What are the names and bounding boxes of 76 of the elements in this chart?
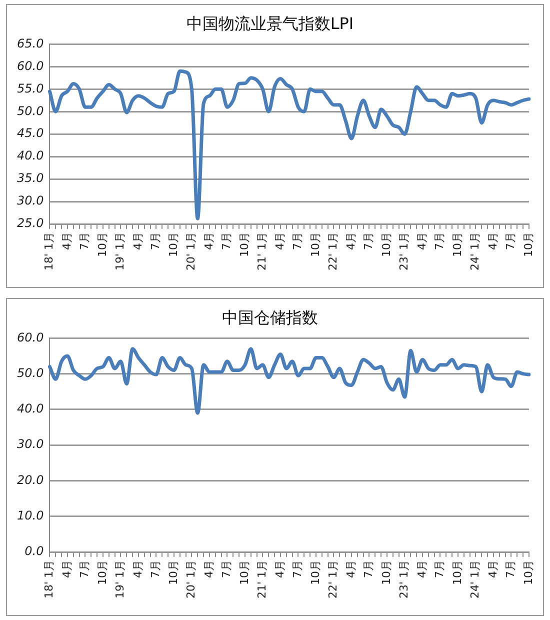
y-tick-label: 50.0 bbox=[17, 366, 44, 380]
x-tick-label: 22' 1月 bbox=[326, 232, 340, 271]
y-tick-label: 40.0 bbox=[17, 402, 44, 416]
y-tick-label: 30.0 bbox=[17, 437, 44, 452]
x-tick-label: 7月 bbox=[433, 560, 446, 578]
x-tick-label: 7月 bbox=[149, 232, 162, 250]
x-tick-label: 4月 bbox=[486, 560, 500, 578]
x-tick-label: 24' 1月 bbox=[468, 560, 482, 599]
x-tick-label: 7月 bbox=[291, 560, 304, 578]
x-tick-label: 10月 bbox=[96, 232, 109, 257]
x-tick-label: 7月 bbox=[504, 560, 518, 578]
x-tick-label: 10月 bbox=[166, 232, 180, 257]
x-tick-label: 21' 1月 bbox=[256, 232, 269, 271]
x-tick-label: 20' 1月 bbox=[184, 560, 198, 599]
x-tick-label: 7月 bbox=[504, 232, 518, 250]
x-tick-label: 23' 1月 bbox=[398, 560, 411, 599]
x-tick-label: 10月 bbox=[522, 560, 535, 585]
y-tick-label: 65.0 bbox=[17, 36, 44, 50]
x-tick-label: 4月 bbox=[344, 232, 358, 250]
x-tick-label: 7月 bbox=[78, 560, 92, 578]
y-tick-label: 50.0 bbox=[17, 104, 44, 118]
x-tick-label: 10月 bbox=[166, 560, 180, 585]
x-tick-label: 18' 1月 bbox=[42, 560, 56, 599]
y-tick-label: 0.0 bbox=[24, 544, 44, 558]
x-tick-label: 24' 1月 bbox=[468, 232, 482, 271]
x-tick-label: 10月 bbox=[450, 232, 464, 257]
x-tick-label: 4月 bbox=[131, 560, 144, 578]
x-tick-label: 4月 bbox=[273, 560, 286, 578]
x-tick-label: 10月 bbox=[238, 560, 251, 585]
x-tick-label: 10月 bbox=[308, 560, 322, 585]
x-tick-label: 10月 bbox=[96, 560, 109, 585]
x-tick-label: 4月 bbox=[486, 232, 500, 250]
x-tick-label: 4月 bbox=[415, 560, 428, 578]
x-tick-label: 7月 bbox=[220, 232, 234, 250]
x-tick-label: 23' 1月 bbox=[398, 232, 411, 271]
x-tick-label: 7月 bbox=[433, 232, 446, 250]
y-tick-label: 35.0 bbox=[17, 171, 44, 186]
x-tick-label: 7月 bbox=[149, 560, 162, 578]
x-tick-label: 10月 bbox=[522, 232, 535, 257]
x-tick-label: 4月 bbox=[60, 232, 74, 250]
x-tick-label: 7月 bbox=[291, 232, 304, 250]
y-tick-label: 25.0 bbox=[17, 216, 44, 230]
chart-title: 中国仓储指数 bbox=[222, 308, 318, 327]
x-tick-label: 4月 bbox=[60, 560, 74, 578]
x-tick-label: 10月 bbox=[308, 232, 322, 257]
x-tick-label: 21' 1月 bbox=[256, 560, 269, 599]
x-tick-label: 4月 bbox=[131, 232, 144, 250]
y-tick-label: 40.0 bbox=[17, 148, 44, 163]
x-tick-label: 4月 bbox=[202, 560, 216, 578]
x-tick-label: 10月 bbox=[450, 560, 464, 585]
chart-title: 中国物流业景气指数LPI bbox=[186, 14, 354, 33]
line-series bbox=[48, 347, 531, 415]
x-tick-label: 7月 bbox=[362, 560, 376, 578]
y-tick-label: 60.0 bbox=[17, 58, 44, 73]
y-tick-label: 60.0 bbox=[17, 330, 44, 344]
x-tick-label: 4月 bbox=[273, 232, 286, 250]
x-tick-label: 10月 bbox=[238, 232, 251, 257]
x-tick-label: 4月 bbox=[415, 232, 428, 250]
x-tick-label: 10月 bbox=[380, 232, 393, 257]
y-tick-label: 10.0 bbox=[17, 508, 44, 522]
x-tick-label: 7月 bbox=[78, 232, 92, 250]
y-tick-label: 45.0 bbox=[17, 126, 44, 140]
x-tick-label: 10月 bbox=[380, 560, 393, 585]
x-tick-label: 22' 1月 bbox=[326, 560, 340, 599]
x-tick-label: 19' 1月 bbox=[114, 232, 127, 271]
y-tick-label: 30.0 bbox=[17, 194, 44, 208]
line-series bbox=[48, 69, 531, 220]
y-tick-label: 20.0 bbox=[17, 472, 44, 487]
x-tick-label: 4月 bbox=[202, 232, 216, 250]
x-tick-label: 18' 1月 bbox=[42, 232, 56, 271]
x-tick-label: 7月 bbox=[220, 560, 234, 578]
x-tick-label: 19' 1月 bbox=[114, 560, 127, 599]
y-tick-label: 55.0 bbox=[17, 81, 44, 96]
x-tick-label: 4月 bbox=[344, 560, 358, 578]
x-tick-label: 7月 bbox=[362, 232, 376, 250]
x-tick-label: 20' 1月 bbox=[184, 232, 198, 271]
